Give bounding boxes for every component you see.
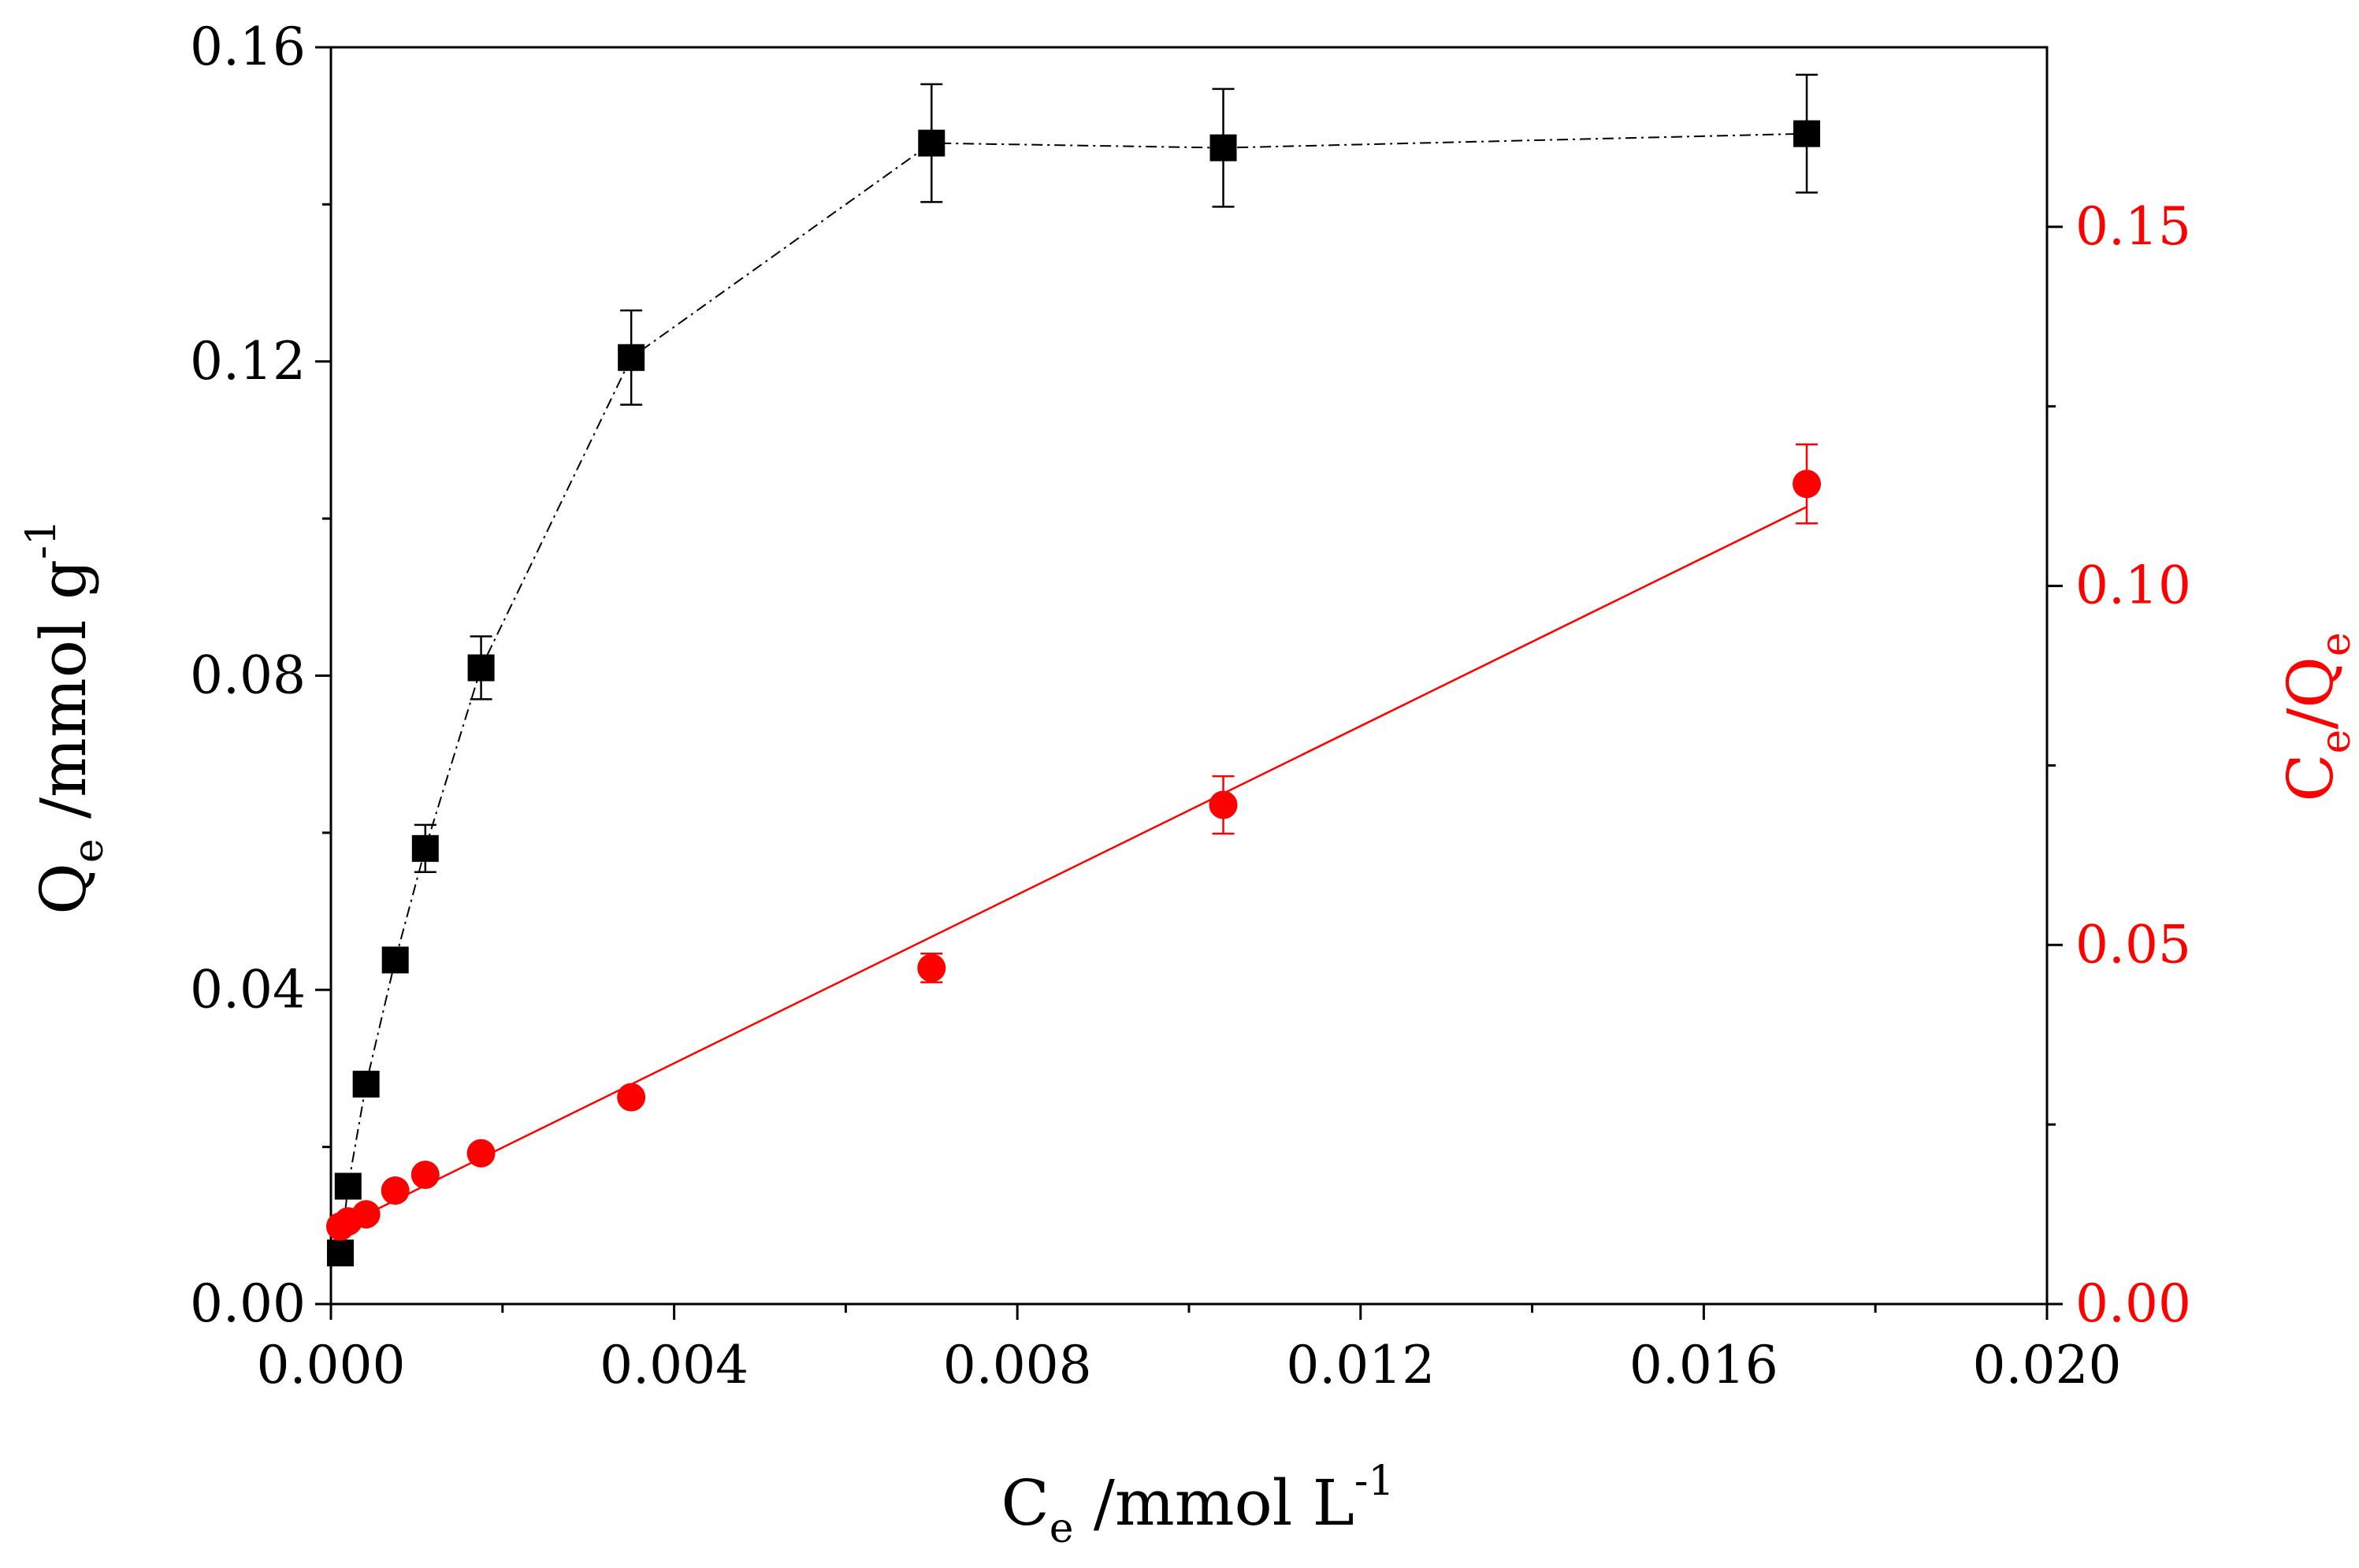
plot-border [329,46,2049,1306]
y-right-tick-label: 0.15 [2075,196,2191,257]
x-axis-title: Ce /mmol L-1 [1001,1458,1394,1552]
x-tick-label: 0.016 [1629,1335,1778,1395]
y-right-tick-label: 0.10 [2075,555,2191,616]
linear-fit-line [340,506,1807,1228]
series-ce-qe-point [1792,470,1822,499]
series-qe-point [411,834,439,862]
series-qe-point [326,1239,354,1267]
series-qe-point [918,129,945,157]
y-left-tick-label: 0.08 [190,645,306,706]
series-qe-point [618,344,645,371]
series-qe-point [352,1070,380,1098]
series-ce-qe-point [466,1139,496,1168]
series-ce-qe-point [617,1083,646,1112]
series-qe-point [1793,120,1821,147]
x-tick-label: 0.012 [1286,1335,1435,1395]
y-left-axis-title: Qe /mmol g-1 [18,519,113,915]
series-qe-point [467,654,495,682]
series-ce-qe-point [381,1176,410,1205]
x-tick-label: 0.008 [943,1335,1092,1395]
series-qe-line [339,132,1807,1254]
series-qe [326,73,1821,1267]
series-ce-qe-point [411,1160,440,1189]
x-axis-ticks: 0.000 0.004 0.008 0.012 0.016 0.020 [257,1304,2122,1395]
y-left-axis-ticks: 0.00 0.04 0.08 0.12 0.16 [190,17,331,1334]
series-ce-qe-point [351,1200,381,1229]
series-ce-qe-point [1209,790,1238,819]
series-ce-qe-point [917,953,946,983]
y-left-tick-label: 0.04 [190,959,306,1020]
y-left-tick-label: 0.12 [190,331,306,392]
y-right-axis-ticks: 0.00 0.05 0.10 0.15 [2047,196,2191,1334]
x-tick-label: 0.020 [1973,1335,2122,1395]
series-ce-qe [325,443,1822,1241]
x-tick-label: 0.000 [257,1335,406,1395]
y-right-tick-label: 0.00 [2075,1273,2191,1334]
x-tick-label: 0.004 [600,1335,749,1395]
series-qe-point [1209,134,1237,162]
y-left-tick-label: 0.16 [190,17,306,77]
y-left-tick-label: 0.00 [190,1273,306,1334]
fit-line [340,506,1807,1228]
series-qe-point [381,946,409,974]
y-right-tick-label: 0.05 [2075,914,2191,975]
plot-frame [329,46,2049,1306]
y-right-axis-title: Ce/Qe [2274,632,2359,801]
series-qe-point [334,1172,362,1200]
